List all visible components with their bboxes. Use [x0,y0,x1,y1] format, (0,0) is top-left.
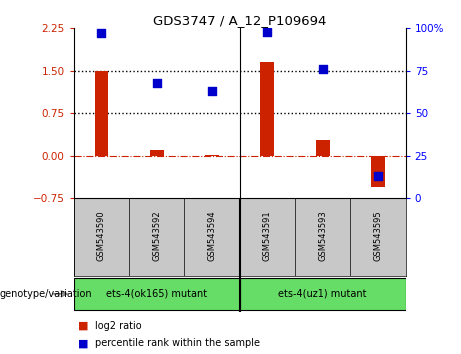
Text: ■: ■ [78,338,89,348]
Point [264,29,271,35]
Bar [240,278,406,310]
Text: percentile rank within the sample: percentile rank within the sample [95,338,260,348]
Text: ■: ■ [78,321,89,331]
Bar [260,62,274,156]
Text: ets-4(ok165) mutant: ets-4(ok165) mutant [106,288,207,298]
Title: GDS3747 / A_12_P109694: GDS3747 / A_12_P109694 [153,14,326,27]
Text: GSM543593: GSM543593 [318,210,327,261]
Bar [74,278,240,310]
Text: GSM543592: GSM543592 [152,210,161,261]
Point [319,66,326,72]
Point [98,30,105,36]
Bar [316,140,330,156]
Text: GSM543590: GSM543590 [97,210,106,261]
Text: genotype/variation: genotype/variation [0,289,93,299]
Text: GSM543594: GSM543594 [207,210,217,261]
Text: ets-4(uz1) mutant: ets-4(uz1) mutant [278,288,367,298]
Bar [150,150,164,156]
Text: GSM543595: GSM543595 [373,210,383,261]
Bar [95,71,108,156]
Text: log2 ratio: log2 ratio [95,321,141,331]
Bar [371,156,385,187]
Bar [205,155,219,156]
Point [374,173,382,179]
Point [153,80,160,86]
Point [208,88,216,94]
Text: GSM543591: GSM543591 [263,210,272,261]
